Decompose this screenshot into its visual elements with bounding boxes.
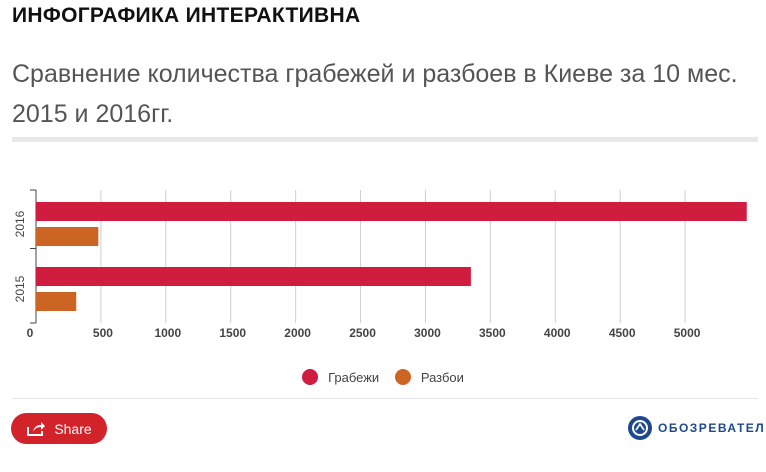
chart-legend: Грабежи Разбои: [0, 369, 766, 388]
legend-item-razboi[interactable]: Разбои: [394, 369, 464, 385]
x-tick-label: 3000: [414, 326, 441, 340]
legend-swatch-grabezhi: [302, 369, 319, 385]
footer-divider: [12, 398, 758, 399]
legend-label-razboi: Разбои: [420, 369, 464, 385]
category-labels: 2016 2015: [13, 210, 27, 302]
bars: [36, 202, 747, 311]
title-divider: [12, 137, 758, 142]
x-tick-label: 5000: [674, 326, 701, 340]
x-tick-label: 1500: [219, 326, 246, 340]
x-tick-label: 1000: [154, 326, 181, 340]
bar-Грабежи-2016[interactable]: [36, 202, 747, 221]
x-tick-label: 4500: [609, 326, 636, 340]
brand-name: ОБОЗРЕВАТЕЛЬ: [658, 421, 766, 435]
bar-Разбои-2016[interactable]: [36, 227, 99, 246]
legend-label-grabezhi: Грабежи: [328, 369, 380, 385]
category-label-2016: 2016: [13, 210, 27, 237]
chart-title: Сравнение количества грабежей и разбоев …: [12, 60, 738, 128]
share-icon: [27, 421, 46, 436]
x-tick-label: 0: [27, 326, 34, 340]
x-tick-label: 4000: [544, 326, 571, 340]
share-button[interactable]: Share: [11, 413, 107, 444]
infographic-tag: ИНФОГРАФИКА ИНТЕРАКТИВНА: [12, 4, 361, 27]
x-tick-label: 500: [93, 326, 113, 340]
share-label: Share: [54, 420, 92, 437]
x-tick-labels: 0 500 1000 1500 2000 2500 3000 3500 4000 4500 5000: [27, 326, 701, 340]
x-tick-label: 2000: [284, 326, 311, 340]
category-label-2015: 2015: [13, 275, 27, 302]
legend-item-grabezhi[interactable]: Грабежи: [302, 369, 379, 385]
brand-globe-icon: [628, 416, 652, 440]
x-tick-label: 2500: [349, 326, 376, 340]
x-tick-label: 3500: [479, 326, 506, 340]
bar-Грабежи-2015[interactable]: [36, 267, 471, 286]
brand-logo[interactable]: ОБОЗРЕВАТЕЛЬ: [628, 416, 766, 440]
bar-chart: 0 500 1000 1500 2000 2500 3000 3500 4000 4500 5000…: [13, 189, 747, 340]
legend-swatch-razboi: [394, 369, 411, 385]
bar-Разбои-2015[interactable]: [36, 292, 77, 311]
